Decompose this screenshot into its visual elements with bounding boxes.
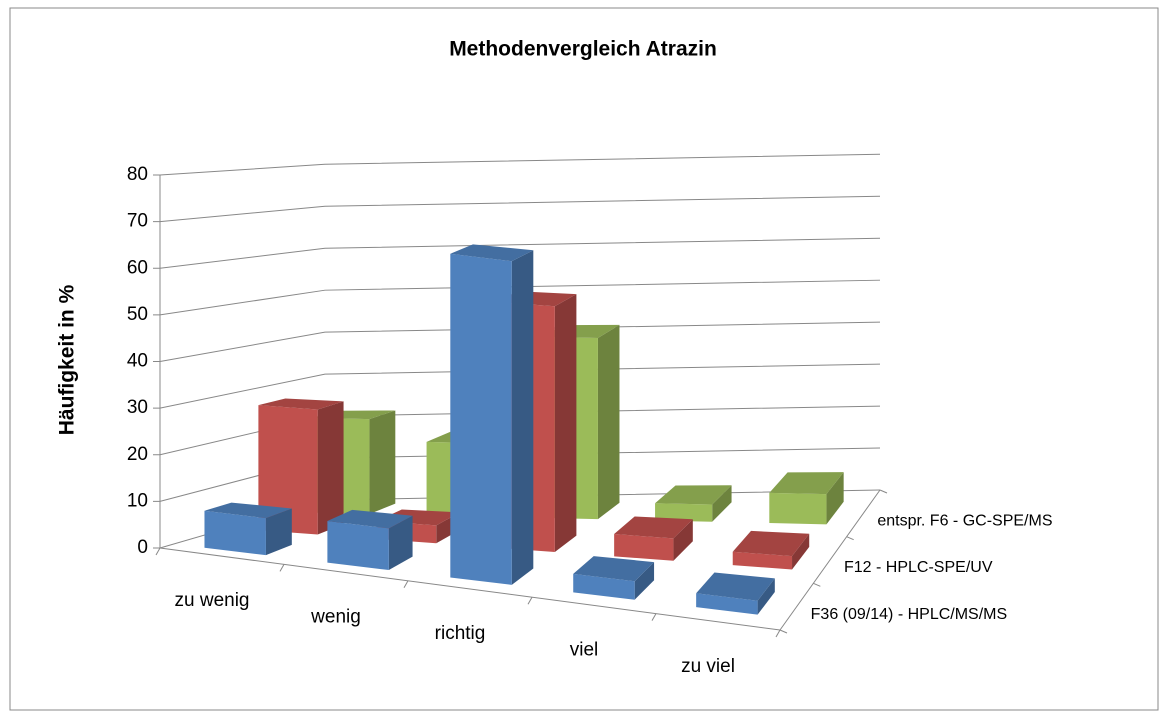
x-tick	[527, 596, 533, 605]
y-tick-label: 20	[127, 444, 148, 465]
x-tick	[279, 564, 285, 572]
depth-tick	[779, 629, 788, 634]
bar-side	[826, 472, 844, 525]
bar-side	[757, 578, 775, 615]
bar-top	[696, 572, 775, 601]
y-tick-label: 60	[127, 257, 148, 278]
bar-side	[554, 294, 577, 553]
bar-front	[696, 593, 758, 615]
bar	[204, 502, 292, 556]
bar-top	[614, 516, 693, 539]
y-tick-label: 40	[127, 351, 148, 372]
bar	[769, 472, 844, 525]
x-tick-label: richtig	[435, 623, 486, 644]
depth-axis	[779, 489, 881, 631]
y-tick-label: 50	[127, 304, 148, 325]
bar	[614, 516, 693, 561]
bar-top	[204, 502, 292, 519]
x-tick	[775, 629, 781, 638]
bar-front	[327, 520, 389, 571]
bar-side	[388, 515, 413, 571]
bar-top	[450, 244, 534, 262]
chart-title: Methodenvergleich Atrazin	[449, 38, 717, 61]
grid-line	[159, 237, 881, 269]
bar	[450, 244, 534, 585]
y-tick-label: 10	[127, 490, 148, 511]
bar-front	[655, 503, 713, 522]
bar-front	[258, 405, 318, 535]
bar-top	[732, 530, 810, 557]
grid-line	[159, 153, 881, 176]
y-axis-label: Häufigkeit in %	[56, 284, 79, 435]
x-tick-label: zu viel	[681, 656, 735, 677]
y-tick-label: 0	[137, 537, 148, 558]
bar-top	[655, 485, 732, 505]
bar-front	[573, 573, 635, 600]
legend-label: F12 - HPLC-SPE/UV	[844, 559, 993, 576]
bar-front	[769, 492, 827, 525]
bar-side	[597, 324, 620, 520]
bar-side	[369, 410, 396, 514]
depth-tick	[813, 582, 821, 587]
bar-front	[732, 551, 793, 570]
depth-tick	[846, 536, 854, 541]
legend-label: entspr. F6 - GC-SPE/MS	[877, 513, 1052, 530]
bar-side	[634, 562, 655, 600]
grid-line	[159, 195, 881, 223]
x-tick-label: viel	[570, 639, 599, 660]
y-tick-label: 70	[127, 211, 148, 232]
bar-top	[573, 556, 655, 582]
bar-side	[317, 401, 344, 535]
bar	[655, 485, 732, 522]
bar-front	[450, 253, 512, 585]
bar	[732, 530, 810, 570]
bar	[327, 509, 413, 571]
bar-side	[511, 250, 534, 585]
bar-side	[712, 485, 732, 522]
y-tick-label: 30	[127, 397, 148, 418]
bar-side	[792, 533, 810, 570]
y-tick-label: 80	[127, 164, 148, 185]
bar-top	[258, 398, 344, 410]
bar-front	[614, 534, 674, 561]
x-tick	[651, 613, 657, 621]
x-axis	[159, 547, 781, 631]
bar	[696, 572, 775, 615]
bar-side	[265, 508, 292, 556]
bar-side	[673, 519, 693, 561]
x-tick-label: wenig	[310, 607, 361, 628]
x-tick-label: zu wenig	[175, 590, 250, 611]
bar	[573, 556, 655, 600]
legend-label: F36 (09/14) - HPLC/MS/MS	[811, 606, 1008, 623]
depth-tick	[879, 489, 888, 494]
grid-line	[159, 321, 881, 362]
x-tick	[403, 580, 409, 589]
grid-line	[159, 363, 881, 409]
bar-top	[327, 509, 413, 529]
bar-front	[204, 510, 266, 556]
x-tick	[155, 547, 161, 556]
bar	[258, 398, 344, 535]
grid-line	[159, 279, 881, 316]
bar-top	[769, 472, 844, 495]
